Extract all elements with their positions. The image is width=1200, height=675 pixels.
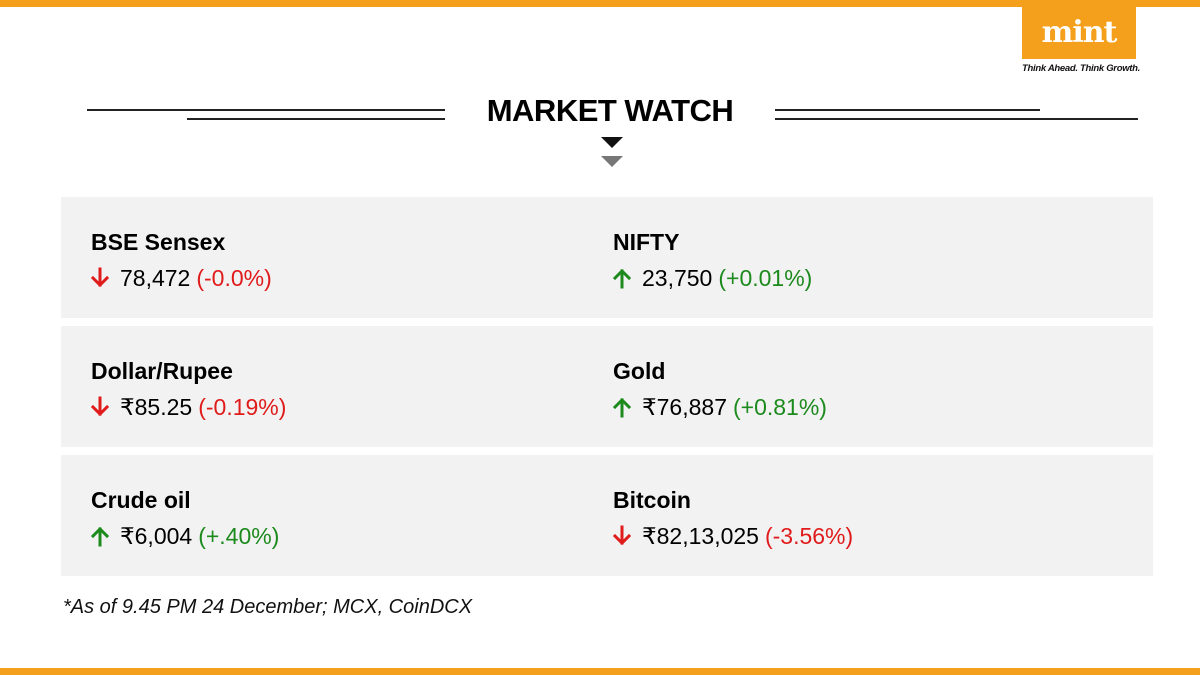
market-row-1: BSE Sensex 78,472 (-0.0%) NIFTY 23,750 (… [61, 197, 1153, 318]
market-value: ₹6,004 [120, 523, 193, 549]
market-change: (+0.81%) [732, 394, 827, 420]
market-value: 23,750 [642, 265, 713, 291]
chevron-down-icon [601, 137, 623, 148]
top-accent-bar [0, 0, 1200, 7]
market-row-2: Dollar/Rupee ₹85.25 (-0.19%) Gold ₹76,88… [61, 326, 1153, 447]
market-value-line: 78,472 (-0.0%) [91, 265, 272, 291]
market-card-crude-oil: Crude oil ₹6,004 (+.40%) [91, 487, 279, 549]
market-change: (-0.0%) [196, 265, 272, 291]
page-title: MARKET WATCH [486, 93, 734, 128]
arrow-up-icon [613, 397, 631, 418]
market-change: (-0.19%) [198, 394, 287, 420]
title-rule-left-upper [87, 109, 445, 111]
chevron-down-icon-secondary [601, 156, 623, 167]
mint-logo: mint Think Ahead. Think Growth. [1022, 7, 1142, 74]
market-card-gold: Gold ₹76,887 (+0.81%) [613, 358, 827, 420]
arrow-down-icon [613, 525, 631, 546]
market-name: Gold [613, 358, 666, 384]
market-card-dollar-rupee: Dollar/Rupee ₹85.25 (-0.19%) [91, 358, 286, 420]
market-name: Bitcoin [613, 487, 691, 513]
logo-tagline: Think Ahead. Think Growth. [1022, 63, 1140, 74]
market-change: (+.40%) [198, 523, 280, 549]
arrow-up-icon [91, 526, 109, 547]
market-value-line: 23,750 (+0.01%) [613, 265, 812, 291]
market-card-nifty: NIFTY 23,750 (+0.01%) [613, 229, 812, 291]
logo-text: mint [1041, 15, 1118, 50]
market-value: ₹85.25 [120, 394, 193, 420]
arrow-down-icon [91, 396, 109, 417]
market-value-line: ₹82,13,025 (-3.56%) [613, 523, 853, 549]
market-change: (-3.56%) [764, 523, 854, 549]
bottom-accent-bar [0, 668, 1200, 675]
market-row-3: Crude oil ₹6,004 (+.40%) Bitcoin ₹82,13,… [61, 455, 1153, 576]
title-rule-right-lower [775, 118, 1138, 120]
footnote: *As of 9.45 PM 24 December; MCX, CoinDCX [63, 596, 473, 618]
market-name: Crude oil [91, 487, 191, 513]
market-change: (+0.01%) [718, 265, 813, 291]
title-rule-right-upper [775, 109, 1040, 111]
arrow-up-icon [613, 268, 631, 289]
market-value-line: ₹85.25 (-0.19%) [91, 394, 286, 420]
market-name: Dollar/Rupee [91, 358, 233, 384]
market-card-bitcoin: Bitcoin ₹82,13,025 (-3.56%) [613, 487, 853, 549]
arrow-down-icon [91, 267, 109, 288]
market-name: NIFTY [613, 229, 680, 255]
logo-box: mint [1022, 7, 1136, 59]
market-card-bse-sensex: BSE Sensex 78,472 (-0.0%) [91, 229, 272, 291]
market-name: BSE Sensex [91, 229, 226, 255]
market-value: 78,472 [120, 265, 191, 291]
market-value: ₹82,13,025 [642, 523, 759, 549]
market-value-line: ₹76,887 (+0.81%) [613, 394, 827, 420]
market-value: ₹76,887 [642, 394, 727, 420]
title-rule-left-lower [187, 118, 445, 120]
market-value-line: ₹6,004 (+.40%) [91, 523, 279, 549]
